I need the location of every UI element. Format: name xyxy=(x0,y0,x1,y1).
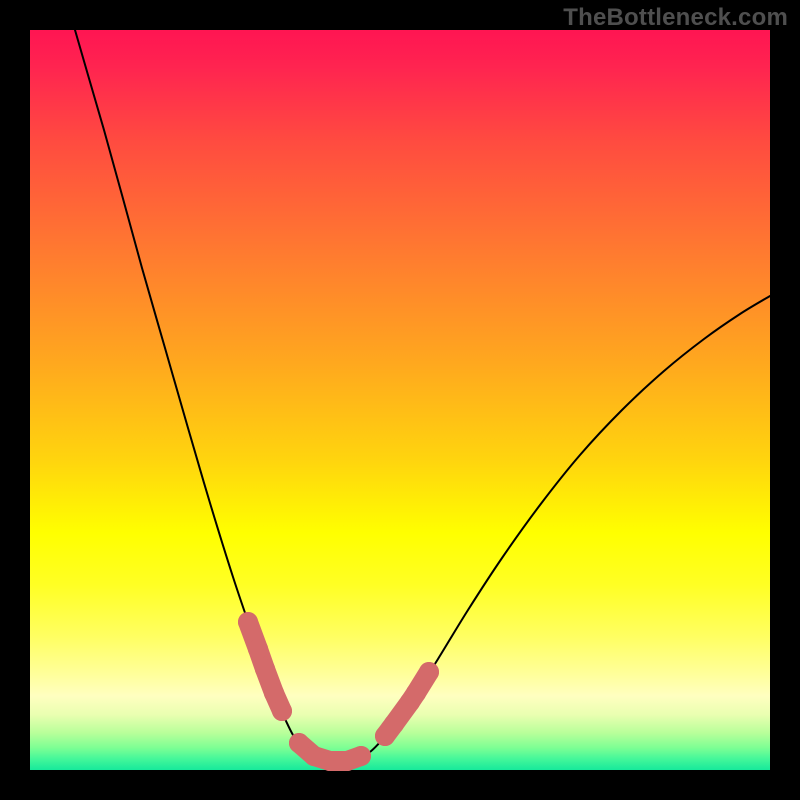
watermark-text: TheBottleneck.com xyxy=(563,4,788,32)
left-descent-markers-dot xyxy=(255,659,275,679)
left-descent-markers-dot xyxy=(272,701,292,721)
left-descent-markers-dot xyxy=(248,639,268,659)
left-descent-markers-dot xyxy=(238,612,258,632)
valley-floor-markers-dot xyxy=(351,746,371,766)
left-descent-markers-dot xyxy=(264,683,284,703)
right-ascent-markers-dot xyxy=(406,683,426,703)
right-ascent-markers-dot xyxy=(419,662,439,682)
bottleneck-chart-svg xyxy=(0,0,800,800)
right-ascent-markers-dot xyxy=(384,714,404,734)
figure-root: TheBottleneck.com xyxy=(0,0,800,800)
gradient-plot-area xyxy=(30,30,770,770)
